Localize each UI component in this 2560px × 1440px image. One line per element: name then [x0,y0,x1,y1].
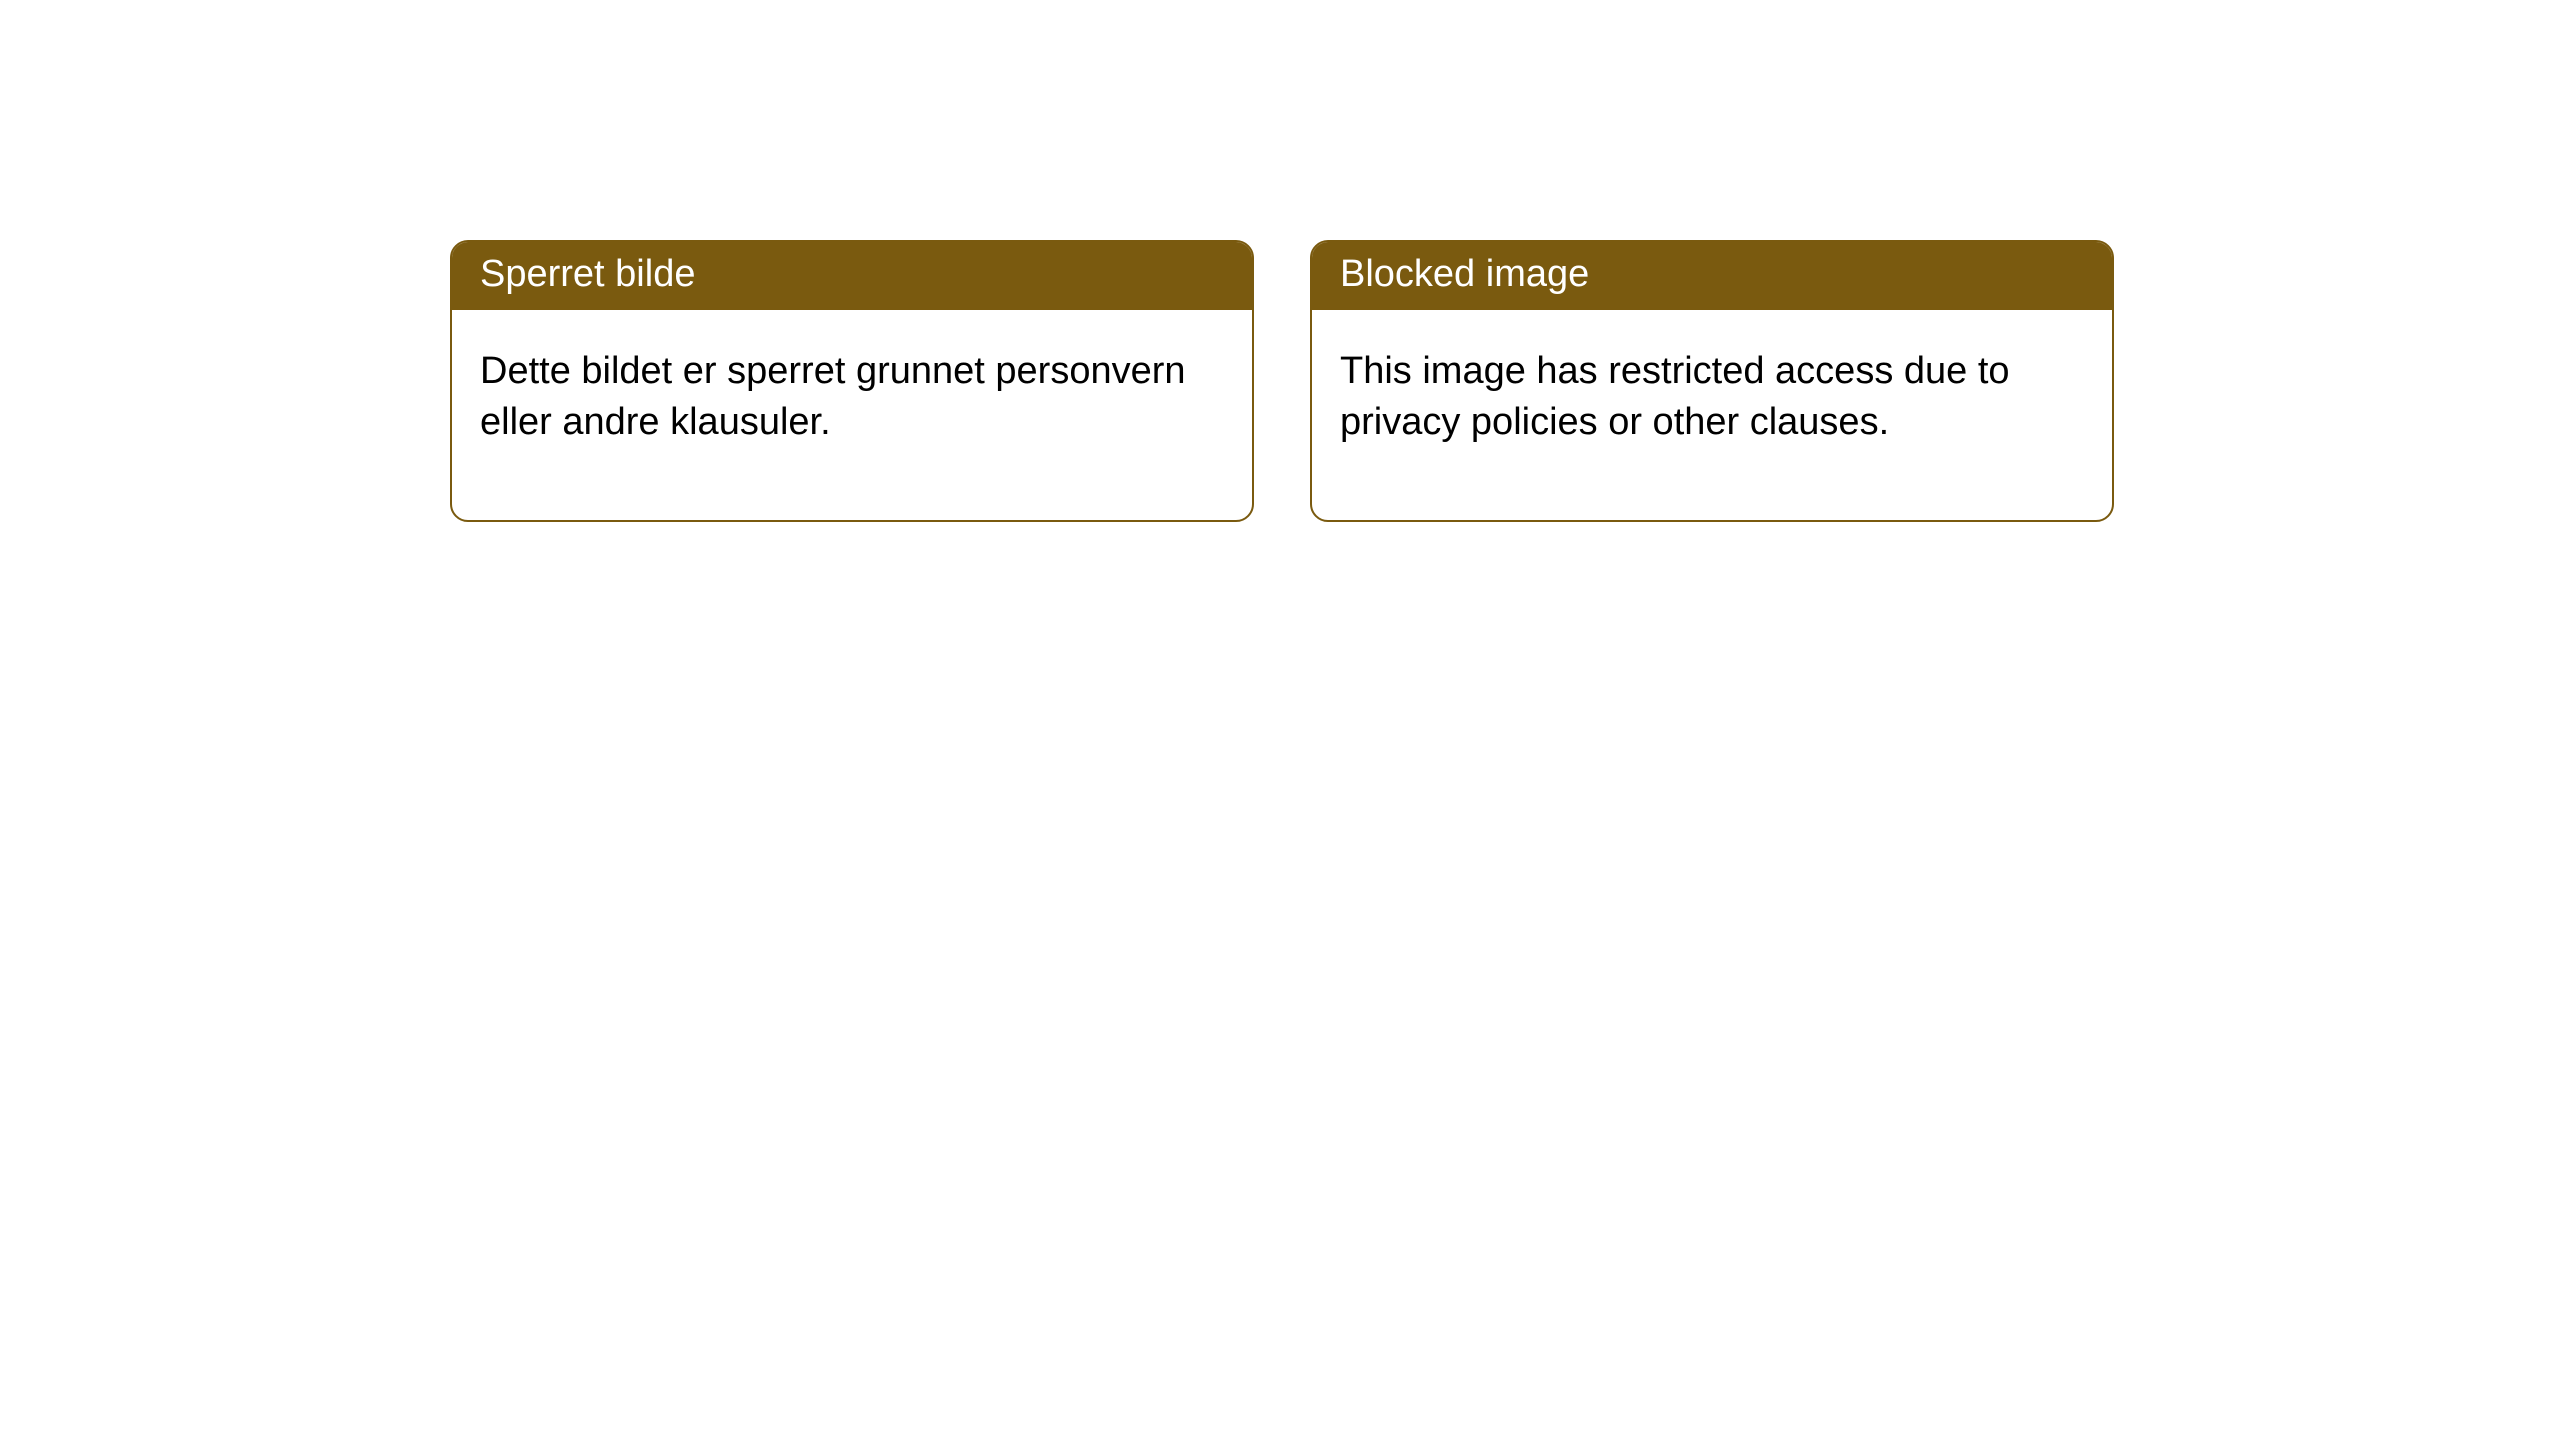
notice-body-english: This image has restricted access due to … [1312,310,2112,521]
notice-title-english: Blocked image [1312,242,2112,310]
notice-title-norwegian: Sperret bilde [452,242,1252,310]
notice-card-norwegian: Sperret bilde Dette bildet er sperret gr… [450,240,1254,522]
notice-body-norwegian: Dette bildet er sperret grunnet personve… [452,310,1252,521]
notice-card-english: Blocked image This image has restricted … [1310,240,2114,522]
notice-container: Sperret bilde Dette bildet er sperret gr… [0,0,2560,522]
